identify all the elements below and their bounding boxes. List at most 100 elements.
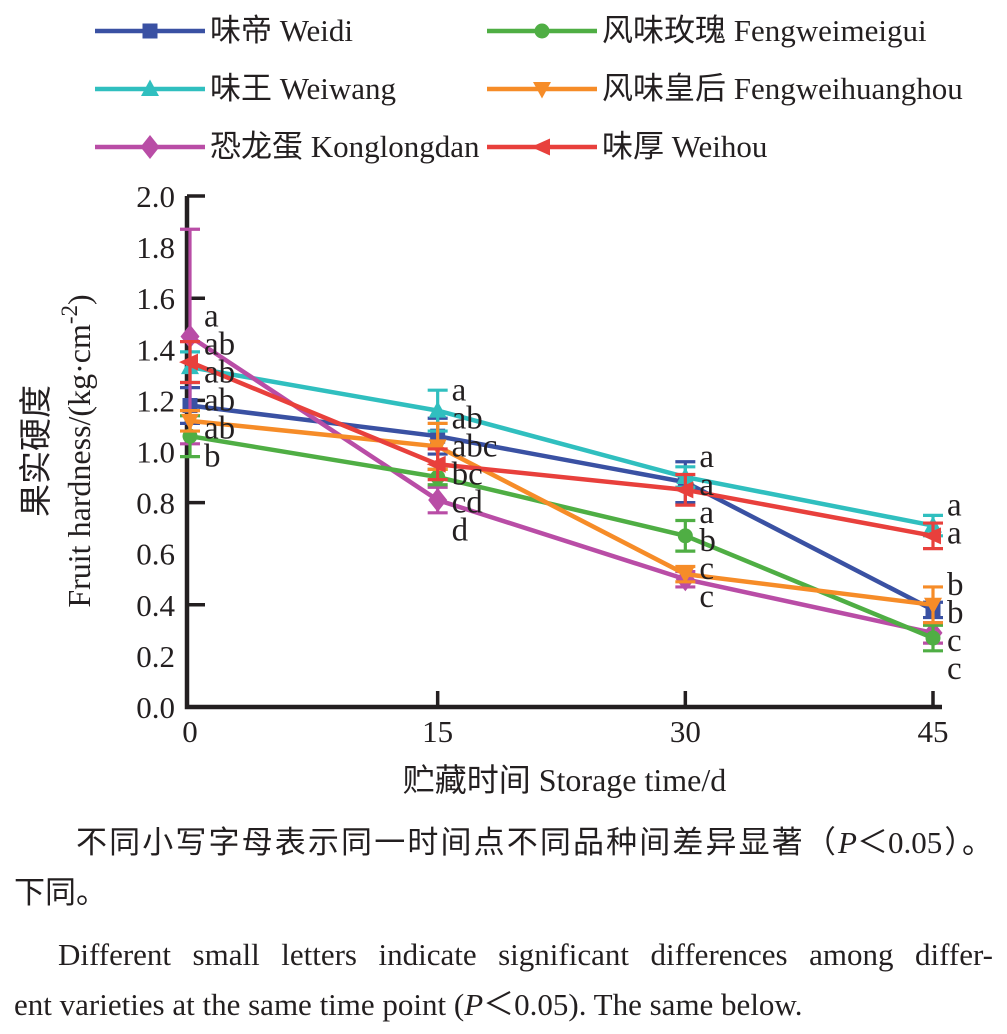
significance-letter-weihou: ab: [204, 327, 235, 363]
x-axis-title: 贮藏时间 Storage time/d: [403, 762, 727, 798]
y-tick-label: 1.0: [136, 435, 175, 470]
caption-cn-line1: 不同小写字母表示同一时间点不同品种间差异显著（P＜0.05）。: [14, 818, 993, 868]
legend-item-weiwang: 味王 Weiwang: [93, 66, 396, 112]
triangle-up-marker-icon: [428, 401, 447, 418]
triangle-left-marker-icon: [922, 527, 941, 545]
fruit-hardness-chart: 0.0 0.2 0.4 0.6 0.8 1.0 1.2 1.4 1.6 1.8 2.0 0 15 30 45…: [18, 180, 964, 798]
significance-letter-weihou: bc: [452, 457, 483, 493]
legend-swatch-circle-icon: [487, 23, 597, 39]
significance-letter-konglongdan: c: [699, 579, 714, 615]
circle-marker-icon: [677, 528, 693, 544]
triangle-left-marker-icon: [179, 353, 198, 371]
y-tick-label: 1.6: [136, 281, 175, 316]
legend-item-fengweihuanghou: 风味皇后 Fengweihuanghou: [485, 66, 963, 112]
y-axis-title-cn: 果实硬度: [18, 385, 55, 517]
triangle-down-marker-icon: [676, 567, 695, 584]
triangle-up-icon: [141, 79, 159, 96]
circle-icon: [534, 23, 550, 39]
significance-letter-fengweimeigui: cd: [452, 485, 484, 521]
significance-letter-fengweihuanghou: abc: [452, 429, 498, 465]
axes: [184, 194, 942, 710]
x-tick-label: 45: [918, 714, 949, 749]
legend-label-weihou: 味厚 Weihou: [602, 129, 768, 164]
y-tick-label: 0.0: [136, 690, 175, 725]
significance-letter-fengweimeigui: c: [947, 651, 962, 687]
caption-cn-text: 不同小写字母表示同一时间点不同品种间差异显著（: [76, 825, 839, 860]
caption-cn-text-end: ＜0.05）。: [856, 825, 993, 860]
significance-letter-konglongdan: a: [204, 299, 219, 335]
triangle-down-marker-icon: [181, 413, 199, 431]
legend-swatch-triangle-left-icon: [487, 138, 597, 156]
legend-swatch-triangle-down-icon: [487, 82, 597, 99]
caption-en-p-symbol: P: [464, 987, 484, 1022]
square-icon: [142, 23, 158, 39]
y-tick-label: 1.2: [136, 383, 175, 418]
series-line: [189, 433, 934, 641]
legend-label-fengweimeigui: 风味玫瑰 Fengweimeigui: [602, 13, 927, 48]
significance-letter-weiwang: a: [699, 439, 714, 475]
caption-en-text: ent varieties at the same time point (: [14, 987, 465, 1022]
significance-letter-weidi: ab: [452, 401, 483, 437]
significance-letter-weidi: a: [699, 467, 714, 503]
y-axis-title-en: Fruit hardness/(kg·cm-2): [57, 294, 97, 607]
triangle-left-marker-icon: [426, 455, 446, 473]
series-line: [189, 359, 934, 539]
legend-label-fengweihuanghou: 风味皇后 Fengweihuanghou: [602, 71, 963, 106]
series-line: [189, 364, 934, 528]
caption-cn-p-symbol: P: [838, 825, 857, 860]
significance-letter-weidi: b: [947, 595, 964, 631]
series-line: [188, 334, 934, 636]
series-weihou: [179, 340, 943, 551]
tick-labels: 0.0 0.2 0.4 0.6 0.8 1.0 1.2 1.4 1.6 1.8 2.0 0 15 30 45: [136, 180, 948, 749]
x-tick-label: 0: [182, 714, 198, 749]
significance-letter-weiwang: a: [947, 488, 962, 524]
y-tick-label: 1.4: [136, 332, 175, 367]
significance-letter-konglongdan: c: [947, 623, 962, 659]
y-tick-label: 2.0: [136, 180, 175, 214]
caption-en-text-end: ＜0.05). The same below.: [483, 987, 803, 1022]
legend-label-weidi: 味帝 Weidi: [210, 13, 354, 48]
chart-legend: 味帝 Weidi 风味玫瑰 Fengweimeigui 味王 Weiwang 风味皇后…: [0, 0, 1007, 176]
significance-letter-weihou: a: [947, 516, 962, 552]
triangle-left-marker-icon: [674, 481, 694, 499]
significance-letter-fengweihuanghou: b: [947, 567, 964, 603]
legend-item-fengweimeigui: 风味玫瑰 Fengweimeigui: [485, 8, 927, 54]
triangle-left-icon: [531, 138, 550, 156]
y-tick-label: 1.8: [136, 230, 175, 265]
significance-letter-weihou: a: [699, 495, 714, 531]
legend-label-weiwang: 味王 Weiwang: [210, 71, 397, 106]
legend-item-weihou: 味厚 Weihou: [485, 124, 767, 170]
x-tick-label: 15: [422, 714, 453, 749]
y-tick-label: 0.4: [136, 588, 175, 623]
caption-en: Different small letters indicate signifi…: [14, 930, 993, 1030]
circle-marker-icon: [925, 630, 941, 646]
significance-letter-weiwang: ab: [204, 355, 235, 391]
significance-letter-fengweimeigui: b: [699, 523, 716, 559]
diamond-icon: [140, 135, 160, 159]
caption-cn-line2: 下同。: [14, 875, 107, 910]
legend-swatch-diamond-icon: [95, 135, 205, 159]
series-fengweimeigui: [180, 414, 943, 653]
series-konglongdan: [180, 227, 943, 645]
significance-letter-weidi: ab: [204, 383, 235, 419]
x-tick-label: 30: [670, 714, 701, 749]
legend-label-konglongdan: 恐龙蛋 Konglongdan: [210, 129, 480, 164]
figure-captions: 不同小写字母表示同一时间点不同品种间差异显著（P＜0.05）。 下同。 Diff…: [14, 818, 993, 1030]
triangle-down-marker-icon: [924, 597, 942, 615]
diamond-marker-icon: [428, 488, 448, 513]
y-tick-label: 0.8: [136, 486, 175, 521]
axis-line: [184, 196, 942, 710]
legend-item-weidi: 味帝 Weidi: [93, 8, 353, 54]
significance-letter-weiwang: a: [452, 373, 467, 409]
significance-letter-konglongdan: d: [452, 513, 469, 549]
legend-swatch-square-icon: [95, 23, 205, 39]
series-line: [189, 418, 934, 608]
triangle-down-icon: [533, 82, 551, 99]
significance-letter-fengweihuanghou: ab: [204, 411, 235, 447]
significance-letter-fengweihuanghou: c: [699, 551, 714, 587]
series-weidi: [180, 386, 943, 620]
legend-swatch-triangle-up-icon: [95, 79, 205, 96]
y-tick-label: 0.6: [136, 537, 175, 572]
